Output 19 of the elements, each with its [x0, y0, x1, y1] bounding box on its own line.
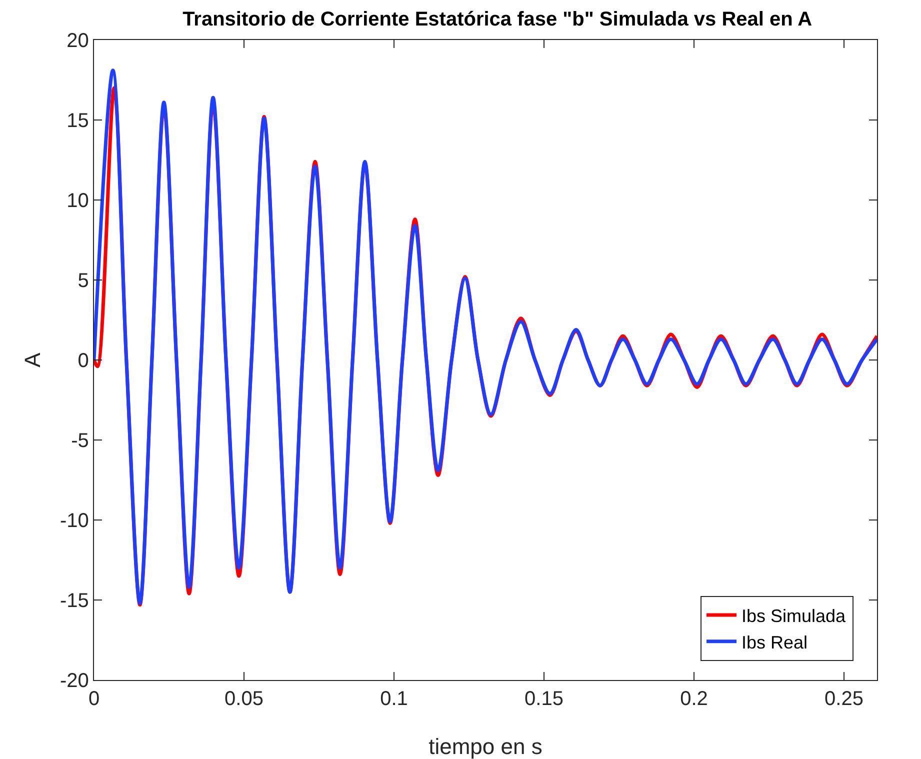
y-tick-label: -10: [60, 510, 89, 532]
x-tick-label: 0.15: [524, 688, 564, 710]
y-tick-label: -5: [71, 430, 89, 452]
legend-label: Ibs Simulada: [742, 606, 847, 626]
x-tick-label: 0.1: [380, 688, 408, 710]
chart-title: Transitorio de Corriente Estatórica fase "b" Simulada vs Real en A: [182, 8, 812, 30]
y-tick-label: 15: [66, 110, 89, 132]
y-tick-label: 10: [66, 190, 89, 212]
x-axis-title: tiempo en s: [428, 734, 542, 759]
y-tick-label: -20: [60, 670, 89, 692]
y-tick-label: 0: [78, 350, 89, 372]
x-tick-label: 0.25: [824, 688, 864, 710]
y-axis-title: A: [20, 352, 45, 368]
y-tick-label: -15: [60, 590, 89, 612]
y-tick-label: 5: [78, 270, 89, 292]
x-tick-label: 0.2: [680, 688, 708, 710]
y-tick-label: 20: [66, 30, 89, 52]
legend-label: Ibs Real: [742, 632, 808, 652]
x-tick-label: 0.05: [224, 688, 264, 710]
